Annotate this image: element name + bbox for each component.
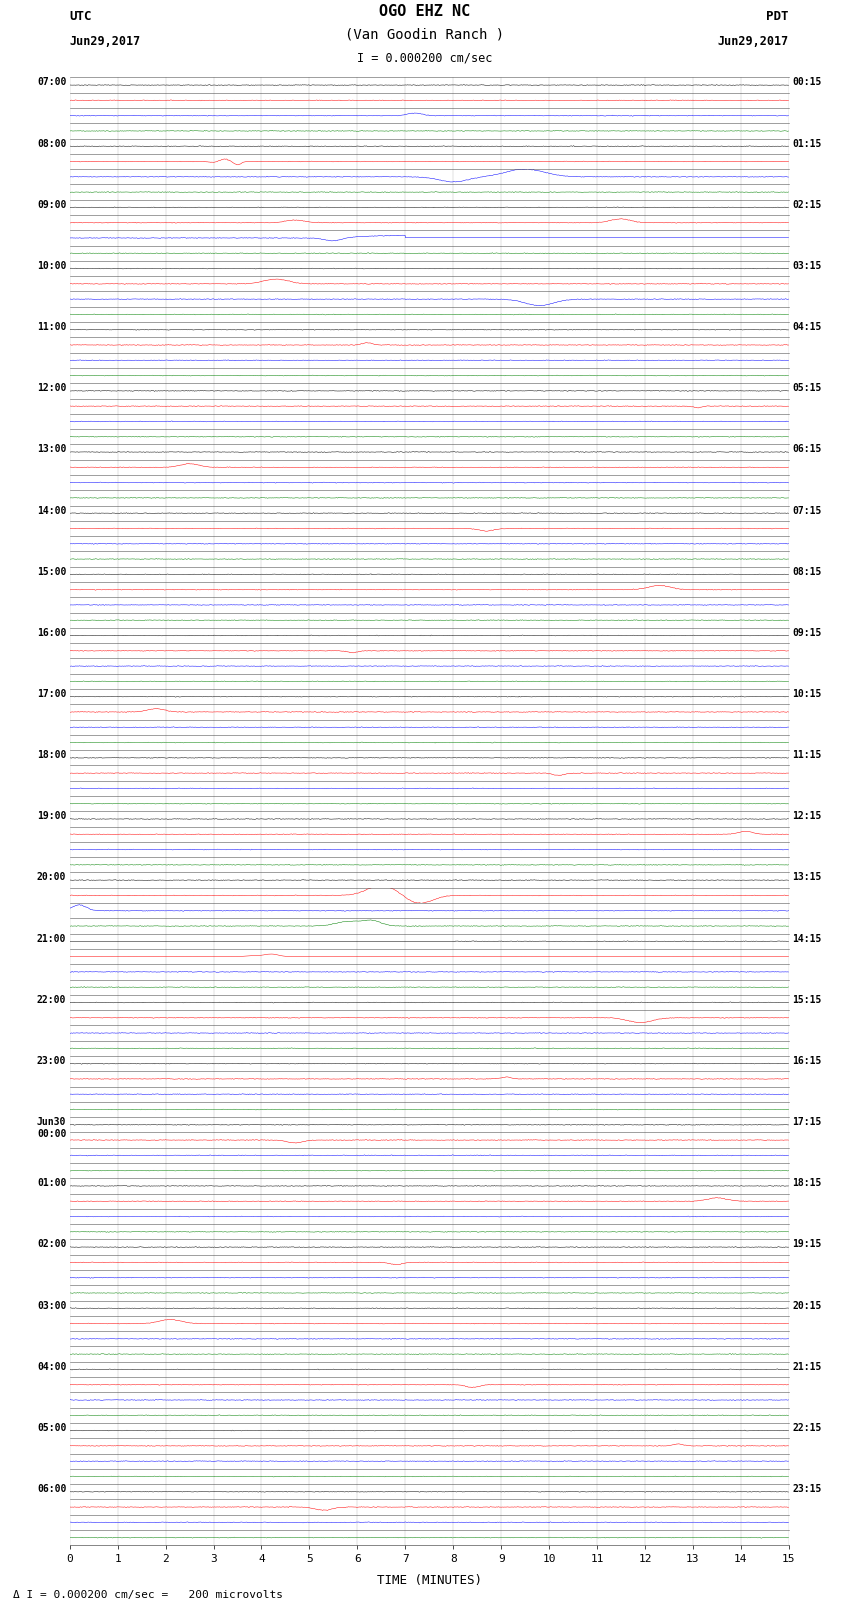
Text: 08:00: 08:00 (37, 139, 66, 148)
Text: 20:00: 20:00 (37, 873, 66, 882)
Text: Jun29,2017: Jun29,2017 (717, 35, 789, 48)
Text: 12:15: 12:15 (792, 811, 822, 821)
Text: 02:00: 02:00 (37, 1239, 66, 1250)
Text: 01:15: 01:15 (792, 139, 822, 148)
Text: 10:15: 10:15 (792, 689, 822, 698)
Text: 16:15: 16:15 (792, 1057, 822, 1066)
Text: 10:00: 10:00 (37, 261, 66, 271)
Text: 07:15: 07:15 (792, 505, 822, 516)
Text: 17:00: 17:00 (37, 689, 66, 698)
Text: 09:00: 09:00 (37, 200, 66, 210)
Text: 05:00: 05:00 (37, 1423, 66, 1432)
Text: 17:15: 17:15 (792, 1118, 822, 1127)
Text: 12:00: 12:00 (37, 384, 66, 394)
Text: 15:00: 15:00 (37, 566, 66, 577)
Text: UTC: UTC (70, 10, 92, 23)
Text: 07:00: 07:00 (37, 77, 66, 87)
Text: 00:15: 00:15 (792, 77, 822, 87)
Text: 14:00: 14:00 (37, 505, 66, 516)
Text: TIME (MINUTES): TIME (MINUTES) (377, 1574, 482, 1587)
Text: 03:15: 03:15 (792, 261, 822, 271)
Text: Δ I = 0.000200 cm/sec =   200 microvolts: Δ I = 0.000200 cm/sec = 200 microvolts (13, 1590, 283, 1600)
Text: 06:15: 06:15 (792, 444, 822, 455)
Text: (Van Goodin Ranch ): (Van Goodin Ranch ) (345, 27, 505, 42)
Text: 18:00: 18:00 (37, 750, 66, 760)
Text: OGO EHZ NC: OGO EHZ NC (379, 5, 471, 19)
Text: 14:15: 14:15 (792, 934, 822, 944)
Text: 05:15: 05:15 (792, 384, 822, 394)
Text: 19:15: 19:15 (792, 1239, 822, 1250)
Text: 09:15: 09:15 (792, 627, 822, 637)
Text: 13:00: 13:00 (37, 444, 66, 455)
Text: 19:00: 19:00 (37, 811, 66, 821)
Text: Jun30
00:00: Jun30 00:00 (37, 1118, 66, 1139)
Text: Jun29,2017: Jun29,2017 (70, 35, 141, 48)
Text: 20:15: 20:15 (792, 1300, 822, 1311)
Text: I = 0.000200 cm/sec: I = 0.000200 cm/sec (357, 52, 493, 65)
Text: 21:00: 21:00 (37, 934, 66, 944)
Text: 04:15: 04:15 (792, 323, 822, 332)
Text: 01:00: 01:00 (37, 1177, 66, 1189)
Text: 08:15: 08:15 (792, 566, 822, 577)
Text: PDT: PDT (767, 10, 789, 23)
Text: 15:15: 15:15 (792, 995, 822, 1005)
Text: 22:00: 22:00 (37, 995, 66, 1005)
Text: 02:15: 02:15 (792, 200, 822, 210)
Text: 16:00: 16:00 (37, 627, 66, 637)
Text: 22:15: 22:15 (792, 1423, 822, 1432)
Text: 21:15: 21:15 (792, 1361, 822, 1371)
Text: 23:15: 23:15 (792, 1484, 822, 1494)
Text: 06:00: 06:00 (37, 1484, 66, 1494)
Text: 13:15: 13:15 (792, 873, 822, 882)
Text: 23:00: 23:00 (37, 1057, 66, 1066)
Text: 11:00: 11:00 (37, 323, 66, 332)
Text: 03:00: 03:00 (37, 1300, 66, 1311)
Text: 11:15: 11:15 (792, 750, 822, 760)
Text: 04:00: 04:00 (37, 1361, 66, 1371)
Text: 18:15: 18:15 (792, 1177, 822, 1189)
